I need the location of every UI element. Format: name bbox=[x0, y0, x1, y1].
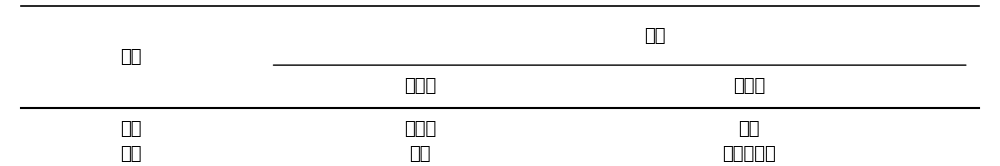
Text: 臭味不明显: 臭味不明显 bbox=[722, 145, 776, 163]
Text: 黄色: 黄色 bbox=[739, 120, 760, 138]
Text: 辐照后: 辐照后 bbox=[733, 77, 765, 95]
Text: 橘红色: 橘红色 bbox=[404, 120, 436, 138]
Text: 较臭: 较臭 bbox=[409, 145, 431, 163]
Text: 性能: 性能 bbox=[644, 27, 665, 45]
Text: 外观: 外观 bbox=[120, 120, 142, 138]
Text: 辐照前: 辐照前 bbox=[404, 77, 436, 95]
Text: 嗅味: 嗅味 bbox=[120, 145, 142, 163]
Text: 项目: 项目 bbox=[120, 48, 142, 66]
